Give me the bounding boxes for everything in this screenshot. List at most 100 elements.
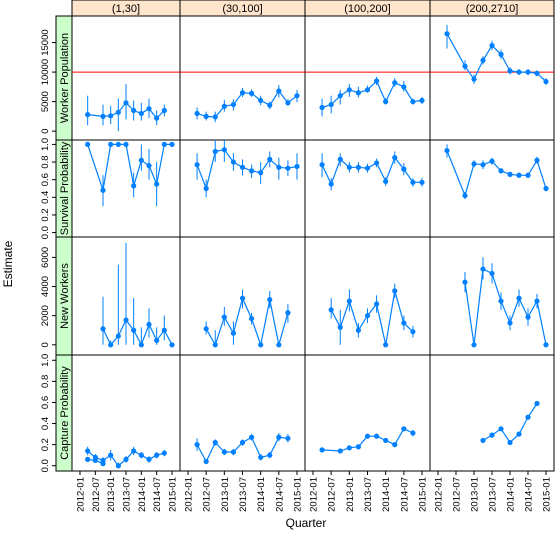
y-tick-label: 5000 xyxy=(40,91,51,112)
x-tick-label: 2013-01 xyxy=(470,477,481,512)
series xyxy=(480,400,540,446)
data-point xyxy=(364,87,371,93)
data-point xyxy=(462,192,468,199)
x-tick-label: 2013-01 xyxy=(220,477,231,512)
series-line xyxy=(196,149,298,191)
data-point xyxy=(276,88,282,94)
series xyxy=(85,446,167,469)
data-point xyxy=(248,315,255,322)
panel-frame xyxy=(71,139,181,238)
data-point xyxy=(355,444,362,450)
data-point xyxy=(294,163,300,170)
data-point xyxy=(108,342,114,348)
data-point xyxy=(285,310,291,316)
data-point xyxy=(138,110,144,117)
x-tick-label: 2013-01 xyxy=(106,477,117,512)
x-tick-label: 2012-01 xyxy=(434,477,445,512)
data-point xyxy=(392,80,398,86)
series xyxy=(85,83,167,132)
data-point xyxy=(392,155,398,161)
x-tick-label: 2013-01 xyxy=(345,477,356,512)
series-line xyxy=(102,318,173,347)
data-point xyxy=(230,330,237,336)
data-point xyxy=(373,301,380,307)
series xyxy=(319,151,425,191)
data-point xyxy=(85,448,91,454)
series-line xyxy=(322,428,414,452)
panel xyxy=(304,354,431,472)
y-tick-label: 0.8 xyxy=(40,375,51,388)
x-tick-label: 2014-07 xyxy=(274,477,285,512)
series-line xyxy=(87,143,172,191)
row-strip: Worker Population xyxy=(55,15,73,141)
y-tick-label: 15000 xyxy=(40,29,51,55)
data-point xyxy=(346,87,352,93)
panel xyxy=(304,139,431,238)
data-point xyxy=(161,450,167,456)
data-point xyxy=(285,435,291,441)
column-strip-label: (200,2710] xyxy=(466,3,519,15)
panel-frame xyxy=(304,15,431,141)
data-point xyxy=(471,76,477,82)
data-point xyxy=(239,439,246,446)
series xyxy=(319,76,425,117)
data-point xyxy=(230,159,237,165)
data-point xyxy=(383,99,389,105)
x-tick-label: 2014-01 xyxy=(137,477,148,512)
panel xyxy=(429,15,555,141)
panel xyxy=(429,354,555,472)
row-strip-label: Capture Probability xyxy=(59,366,71,460)
y-tick-label: 6000 xyxy=(40,247,51,268)
data-point xyxy=(146,321,152,328)
panel-grid: (1,30] (30,100] (100,200] (200,2710] Worker … xyxy=(40,0,555,512)
data-point xyxy=(319,162,325,168)
data-point xyxy=(203,458,209,465)
data-point xyxy=(525,172,531,178)
data-point xyxy=(498,51,504,57)
data-point xyxy=(100,326,106,332)
data-point xyxy=(480,162,486,168)
data-point xyxy=(392,288,398,294)
data-point xyxy=(480,57,486,63)
data-point xyxy=(221,147,227,153)
data-point xyxy=(131,327,137,333)
x-tick-label: 2013-07 xyxy=(488,477,499,512)
data-point xyxy=(319,447,325,453)
data-point xyxy=(373,78,380,84)
series-line xyxy=(446,150,547,198)
series xyxy=(319,426,416,454)
series xyxy=(85,141,175,207)
data-point xyxy=(401,426,407,432)
panel-frame xyxy=(429,236,555,356)
data-point xyxy=(294,93,300,99)
data-point xyxy=(337,156,343,162)
panel xyxy=(304,236,431,356)
data-point xyxy=(85,456,91,462)
data-point xyxy=(444,147,450,154)
data-point xyxy=(355,164,362,170)
data-point xyxy=(419,179,425,185)
y-axis-title: Estimate xyxy=(1,240,15,287)
data-point xyxy=(138,452,144,458)
x-tick-label: 2012-01 xyxy=(309,477,320,512)
y-tick-label: 0.2 xyxy=(40,438,51,451)
data-point xyxy=(534,298,540,304)
x-tick-label: 2015-01 xyxy=(293,477,304,512)
data-point xyxy=(498,168,504,174)
data-point xyxy=(534,400,540,407)
data-point xyxy=(115,463,121,469)
data-point xyxy=(169,342,175,348)
series xyxy=(194,433,291,465)
data-point xyxy=(212,439,218,446)
data-point xyxy=(373,433,380,439)
data-point xyxy=(123,100,129,106)
data-point xyxy=(516,172,522,178)
data-point xyxy=(154,181,160,187)
y-tick-label: 0.6 xyxy=(40,396,51,409)
data-point xyxy=(364,433,371,439)
data-point xyxy=(543,78,549,85)
data-point xyxy=(203,113,209,119)
data-point xyxy=(516,431,522,437)
data-point xyxy=(471,342,477,348)
